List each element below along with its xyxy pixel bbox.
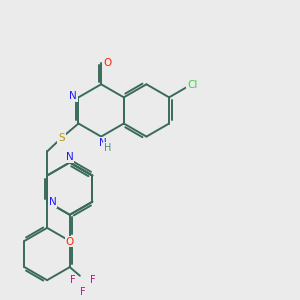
- Text: S: S: [58, 133, 65, 143]
- Text: F: F: [90, 275, 96, 285]
- Text: N: N: [99, 137, 106, 148]
- Text: F: F: [70, 275, 75, 285]
- Text: Cl: Cl: [187, 80, 197, 90]
- Text: O: O: [66, 236, 74, 247]
- Text: N: N: [69, 91, 77, 101]
- Text: O: O: [103, 58, 111, 68]
- Text: F: F: [80, 287, 86, 297]
- Text: N: N: [49, 197, 56, 207]
- Text: N: N: [66, 152, 74, 162]
- Text: H: H: [104, 143, 111, 153]
